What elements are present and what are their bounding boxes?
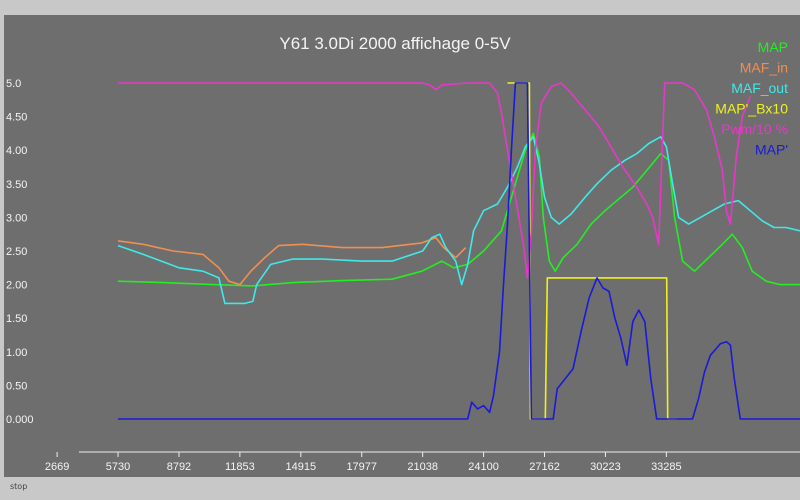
legend-entry: MAF_out xyxy=(731,80,788,96)
x-tick-label: 8792 xyxy=(167,461,191,473)
legend-entry: MAF_in xyxy=(740,60,788,76)
y-tick-label: 1.00 xyxy=(6,347,27,359)
series-line-map xyxy=(117,132,800,287)
x-tick-label: 24100 xyxy=(468,461,499,473)
y-tick-label: 4.00 xyxy=(6,145,27,157)
x-tick-label: 17977 xyxy=(346,461,377,473)
y-tick-label: 2.50 xyxy=(6,246,27,258)
stop-label: stop xyxy=(10,482,28,491)
x-tick-label: 14915 xyxy=(286,461,317,473)
y-tick-label: 0.000 xyxy=(6,414,34,426)
series-line-pwm-10 xyxy=(118,82,752,279)
x-tick-label: 2669 xyxy=(45,461,69,473)
y-tick-label: 0.50 xyxy=(6,380,27,392)
legend-entry: MAP'_Bx10 xyxy=(715,101,788,117)
x-tick-label: 33285 xyxy=(651,461,682,473)
x-axis: 2669 5730 8792 11853 14915 17977 21038 24100 271… xyxy=(45,451,800,473)
x-tick-label: 21038 xyxy=(407,461,438,473)
legend: MAP MAF_in MAF_out MAP'_Bx10 Pwm/10 % MAP' xyxy=(715,39,788,158)
series-line-map xyxy=(118,82,800,420)
x-tick-label: 27162 xyxy=(529,461,560,473)
y-tick-label: 3.00 xyxy=(6,212,27,224)
x-tick-label: 5730 xyxy=(106,461,130,473)
y-axis-ticks: 0.000 0.50 1.00 1.50 2.00 2.50 3.00 3.50 4.00 4.5… xyxy=(6,78,34,426)
x-tick-label: 30223 xyxy=(590,461,621,473)
y-tick-label: 1.50 xyxy=(6,313,27,325)
series-line-maf-out xyxy=(117,136,800,305)
chart-title: Y61 3.0Di 2000 affichage 0-5V xyxy=(279,34,511,53)
legend-entry: MAP' xyxy=(755,142,788,158)
legend-entry: Pwm/10 % xyxy=(721,121,788,137)
line-chart: Y61 3.0Di 2000 affichage 0-5V 0.000 0.50 1… xyxy=(6,34,800,473)
series-lines xyxy=(117,82,800,420)
plot-panel: Y61 3.0Di 2000 affichage 0-5V 0.000 0.50 1… xyxy=(4,15,800,477)
y-tick-label: 4.50 xyxy=(6,112,27,124)
legend-entry: MAP xyxy=(758,39,788,55)
x-tick-label: 11853 xyxy=(225,461,255,473)
series-line-maf-in xyxy=(117,236,467,286)
y-tick-label: 3.50 xyxy=(6,179,27,191)
y-tick-label: 5.0 xyxy=(6,78,21,90)
y-tick-label: 2.00 xyxy=(6,280,27,292)
